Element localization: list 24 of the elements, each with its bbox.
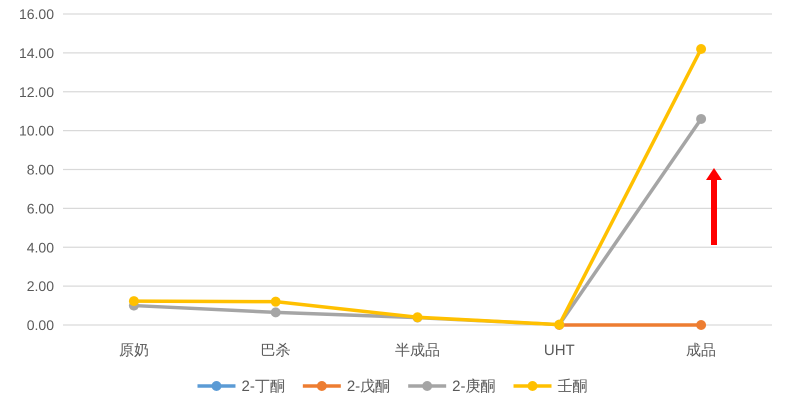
point	[128, 296, 139, 306]
x-tick-label: 巴杀	[260, 342, 291, 359]
point	[270, 296, 281, 307]
x-tick-label: 成品	[686, 342, 716, 359]
y-tick-label: 14.00	[18, 44, 54, 61]
y-tick-label: 10.00	[18, 122, 54, 139]
y-tick-label: 0.00	[26, 317, 54, 333]
y-tick-label: 2.00	[26, 278, 54, 294]
x-tick-label: 半成品	[395, 342, 440, 359]
legend-label: 2-庚酮	[452, 378, 496, 395]
point	[696, 44, 706, 54]
x-tick-label: UHT	[544, 342, 575, 359]
point	[696, 114, 706, 124]
y-tick-label: 6.00	[26, 200, 54, 216]
point	[270, 307, 281, 318]
legend-label: 2-戊酮	[346, 378, 390, 395]
legend-label: 壬酮	[558, 378, 588, 395]
y-tick-label: 4.00	[26, 239, 54, 256]
y-tick-label: 16.00	[18, 6, 54, 22]
y-tick-label: 8.00	[26, 162, 54, 178]
y-tick-label: 12.00	[18, 84, 54, 100]
legend-label: 2-丁酮	[241, 378, 285, 395]
x-tick-label: 原奶	[118, 342, 149, 359]
point	[696, 320, 706, 330]
